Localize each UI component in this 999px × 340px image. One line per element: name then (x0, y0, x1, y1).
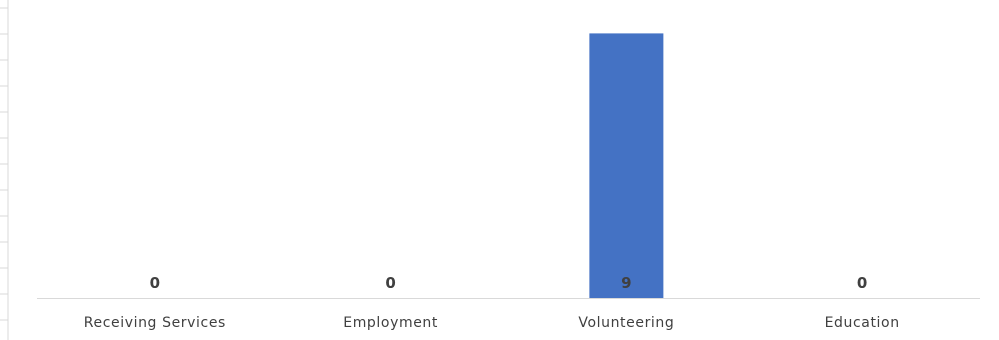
category-labels-group: Receiving Services Employment Volunteering… (84, 315, 900, 331)
category-label: Education (825, 315, 900, 331)
category-label: Volunteering (578, 315, 674, 331)
data-label: 0 (385, 274, 395, 292)
category-label: Employment (343, 315, 438, 331)
data-label: 9 (621, 274, 631, 292)
left-edge-ticks (0, 0, 9, 340)
data-labels-group: 0 0 9 0 (150, 274, 868, 292)
data-label: 0 (857, 274, 867, 292)
bars-group (589, 33, 664, 299)
data-label: 0 (150, 274, 160, 292)
bar-volunteering (589, 33, 664, 299)
category-label: Receiving Services (84, 315, 226, 331)
